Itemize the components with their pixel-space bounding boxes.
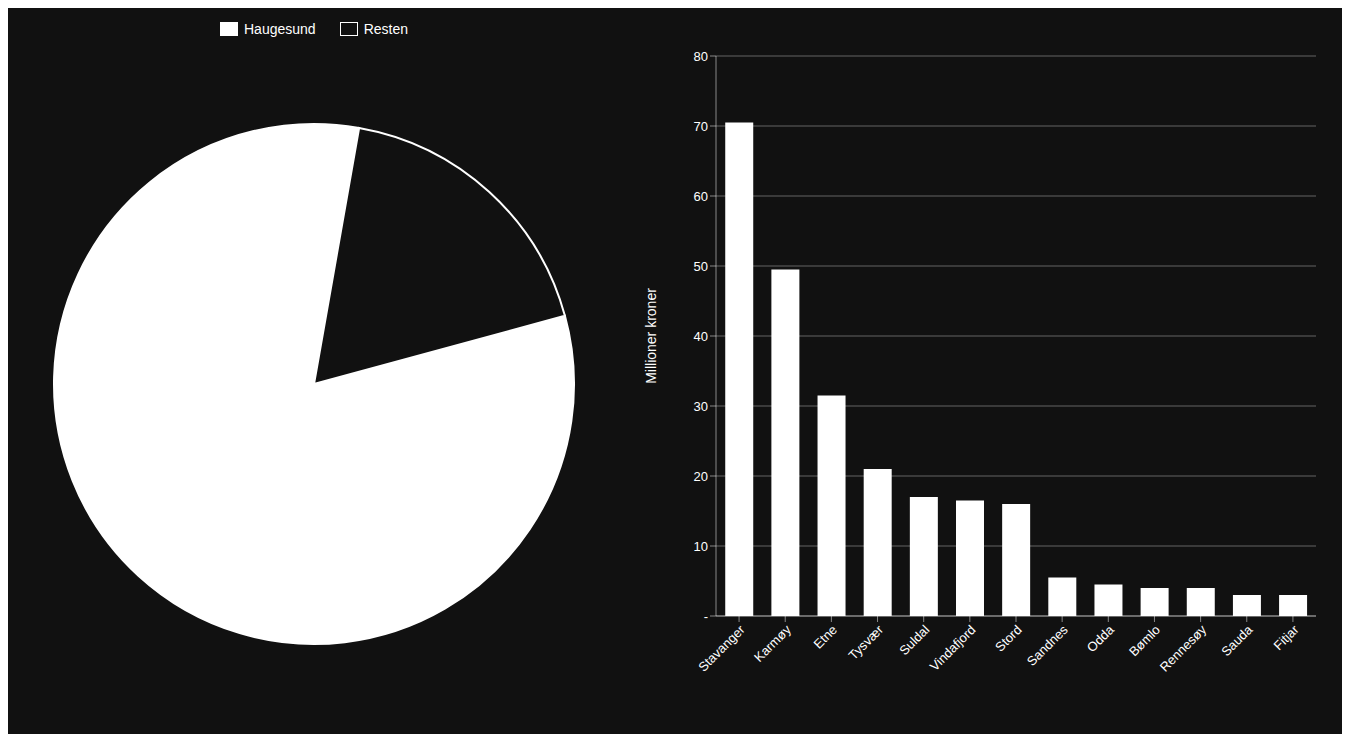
svg-text:60: 60 <box>694 189 708 204</box>
svg-text:Tysvær: Tysvær <box>845 622 886 663</box>
svg-text:70: 70 <box>694 119 708 134</box>
svg-text:Rennesøy: Rennesøy <box>1157 622 1210 675</box>
svg-text:Fitjar: Fitjar <box>1271 622 1303 654</box>
svg-text:Bømlo: Bømlo <box>1126 622 1163 659</box>
svg-text:Odda: Odda <box>1084 622 1118 656</box>
svg-text:Vindafjord: Vindafjord <box>927 622 979 674</box>
svg-text:Sauda: Sauda <box>1218 621 1256 659</box>
svg-text:10: 10 <box>694 539 708 554</box>
svg-text:80: 80 <box>694 49 708 64</box>
svg-text:Etne: Etne <box>811 622 841 652</box>
svg-text:Sandnes: Sandnes <box>1024 622 1071 669</box>
svg-text:Stord: Stord <box>992 622 1025 655</box>
svg-text:20: 20 <box>694 469 708 484</box>
html-text:Resten: Resten <box>363 21 408 37</box>
html-text:Haugesund: Haugesund <box>244 21 316 37</box>
svg-text:50: 50 <box>694 259 708 274</box>
svg-text:Stavanger: Stavanger <box>695 622 748 675</box>
svg-text:30: 30 <box>694 399 708 414</box>
svg-text:Suldal: Suldal <box>896 622 932 658</box>
svg-text:Millioner kroner: Millioner kroner <box>643 288 659 384</box>
svg-text:Karmøy: Karmøy <box>751 622 794 665</box>
svg-text:40: 40 <box>694 329 708 344</box>
svg-text:-: - <box>704 609 708 624</box>
